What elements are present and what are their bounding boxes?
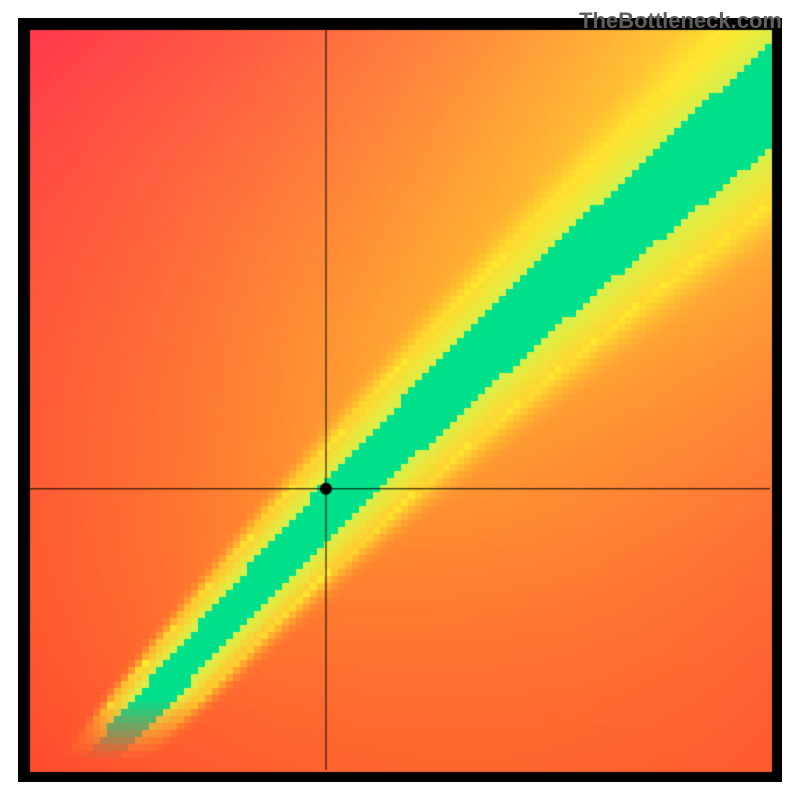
bottleneck-heatmap <box>18 18 782 782</box>
chart-black-border <box>18 18 782 782</box>
watermark-text: TheBottleneck.com <box>579 8 782 34</box>
chart-container: TheBottleneck.com <box>0 0 800 800</box>
